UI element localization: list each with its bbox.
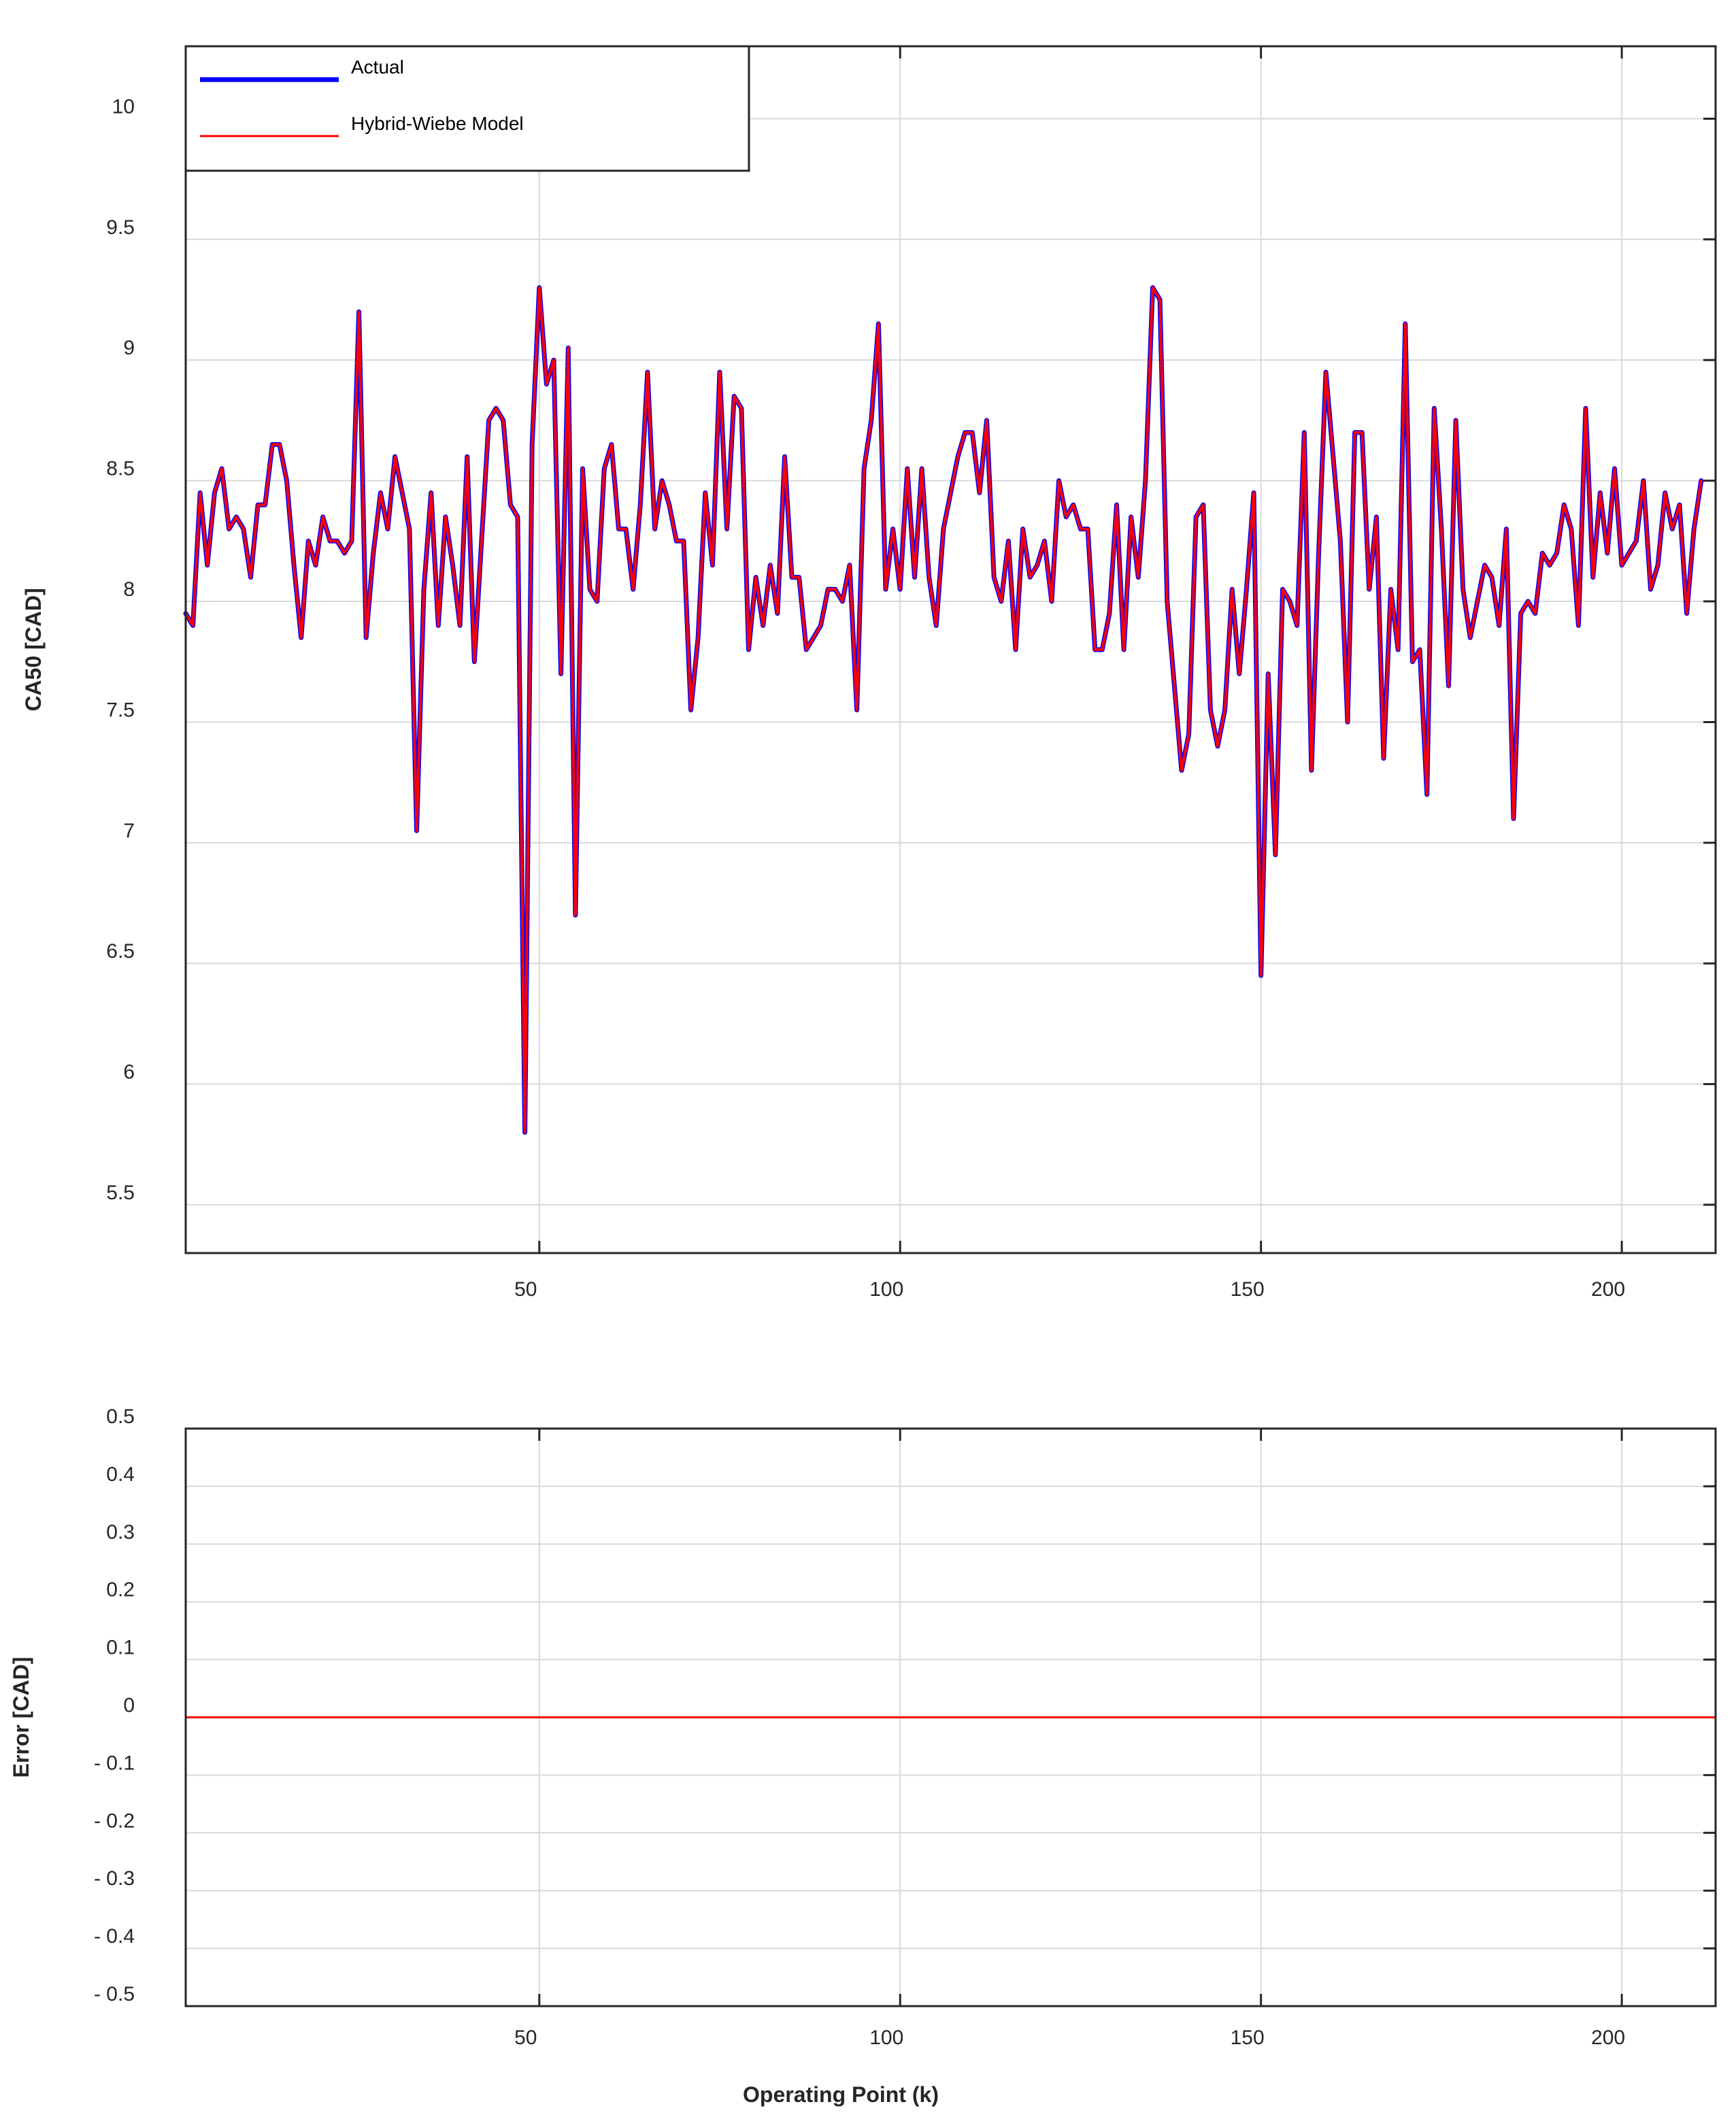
bottom-y-tick-label: 0.4 bbox=[106, 1463, 135, 1486]
top-series-line-hybrid-wiebe-model bbox=[184, 286, 1703, 1134]
top-y-axis-label: CA50 [CAD] bbox=[21, 588, 46, 711]
top-y-tick-label: 9.5 bbox=[106, 216, 135, 239]
bottom-y-tick-label: 0.3 bbox=[106, 1521, 135, 1544]
bottom-y-tick-label: 0 bbox=[123, 1695, 135, 1717]
bottom-y-tick-label: 0.5 bbox=[106, 1405, 135, 1428]
top-y-tick-label: 8.5 bbox=[106, 458, 135, 480]
bottom-y-tick-label: - 0.3 bbox=[94, 1867, 135, 1890]
bottom-y-tick-label: - 0.1 bbox=[94, 1752, 135, 1774]
top-y-tick-label: 10 bbox=[112, 95, 135, 118]
bottom-axes: 50 100 150 200 - 0.5 - 0.4 - 0.3 - 0.2 - 0.1 0 0.1… bbox=[9, 1405, 1717, 2107]
top-y-tick-label: 8 bbox=[123, 578, 135, 601]
bottom-y-tick-label: 0.2 bbox=[106, 1579, 135, 1601]
bottom-y-tick-label: - 0.2 bbox=[94, 1810, 135, 1832]
bottom-x-tick-label: 200 bbox=[1591, 2027, 1625, 2049]
top-y-tick-label: 5.5 bbox=[106, 1182, 135, 1204]
bottom-y-axis-label: Error [CAD] bbox=[9, 1657, 33, 1778]
legend-box bbox=[184, 45, 750, 172]
top-ticks bbox=[538, 46, 1716, 1253]
bottom-axes-frame bbox=[184, 1427, 1717, 2007]
top-axes: 50 100 150 200 5.5 6 6.5 7 7.5 8 8.5 9 9.5 10 CA50 [C… bbox=[21, 45, 1717, 1301]
bottom-x-tick-label: 150 bbox=[1231, 2027, 1265, 2049]
bottom-x-axis-label: Operating Point (k) bbox=[743, 2082, 939, 2107]
top-y-tick-label: 6.5 bbox=[106, 940, 135, 963]
top-series bbox=[183, 285, 1704, 1135]
legend-label-hybrid-wiebe: Hybrid-Wiebe Model bbox=[351, 113, 524, 134]
top-y-tick-label: 7.5 bbox=[106, 699, 135, 721]
legend-label-actual: Actual bbox=[351, 56, 404, 78]
top-x-tick-label: 150 bbox=[1231, 1278, 1265, 1301]
top-y-tick-label: 9 bbox=[123, 337, 135, 359]
top-grid bbox=[186, 46, 1716, 1253]
top-y-tick-label: 7 bbox=[123, 820, 135, 842]
top-x-tick-label: 50 bbox=[514, 1278, 537, 1301]
top-y-tick-label: 6 bbox=[123, 1061, 135, 1084]
bottom-x-tick-label: 50 bbox=[514, 2027, 537, 2049]
bottom-y-tick-label: - 0.5 bbox=[94, 1983, 135, 2005]
legend: Actual Hybrid-Wiebe Model bbox=[184, 45, 750, 172]
bottom-y-tick-label: 0.1 bbox=[106, 1637, 135, 1659]
top-x-tick-label: 200 bbox=[1591, 1278, 1625, 1301]
bottom-y-tick-label: - 0.4 bbox=[94, 1925, 135, 1948]
bottom-x-tick-label: 100 bbox=[869, 2027, 903, 2049]
top-tick-labels: 50 100 150 200 5.5 6 6.5 7 7.5 8 8.5 9 9.5 10 bbox=[106, 95, 1625, 1301]
bottom-tick-labels: 50 100 150 200 - 0.5 - 0.4 - 0.3 - 0.2 - 0.1 0 0.1… bbox=[94, 1405, 1625, 2049]
top-x-tick-label: 100 bbox=[869, 1278, 903, 1301]
top-axes-frame bbox=[184, 45, 1717, 1254]
